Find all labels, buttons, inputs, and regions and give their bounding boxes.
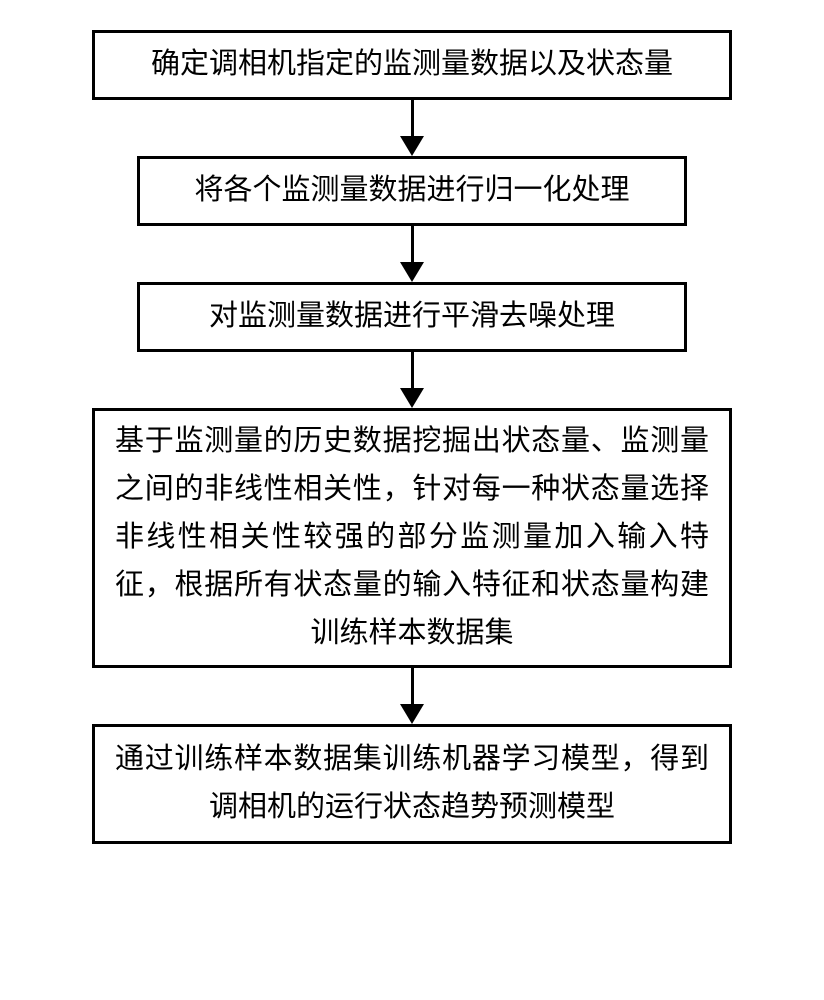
arrow-3 [400,352,424,408]
arrow-1 [400,100,424,156]
step-1-text: 确定调相机指定的监测量数据以及状态量 [151,41,673,89]
arrow-head-icon [400,388,424,408]
step-3-text: 对监测量数据进行平滑去噪处理 [209,293,615,341]
flowchart-step-3: 对监测量数据进行平滑去噪处理 [137,282,687,352]
flowchart-step-5: 通过训练样本数据集训练机器学习模型，得到调相机的运行状态趋势预测模型 [92,724,732,844]
flowchart-step-2: 将各个监测量数据进行归一化处理 [137,156,687,226]
arrow-head-icon [400,704,424,724]
step-2-text: 将各个监测量数据进行归一化处理 [194,167,629,215]
flowchart-step-1: 确定调相机指定的监测量数据以及状态量 [92,30,732,100]
arrow-line-icon [411,352,414,388]
step-4-text: 基于监测量的历史数据挖掘出状态量、监测量之间的非线性相关性，针对每一种状态量选择… [115,418,709,657]
arrow-head-icon [400,262,424,282]
arrow-2 [400,226,424,282]
arrow-4 [400,668,424,724]
arrow-line-icon [411,668,414,704]
arrow-line-icon [411,100,414,136]
flowchart-container: 确定调相机指定的监测量数据以及状态量 将各个监测量数据进行归一化处理 对监测量数… [92,30,732,844]
arrow-line-icon [411,226,414,262]
step-5-text: 通过训练样本数据集训练机器学习模型，得到调相机的运行状态趋势预测模型 [115,736,709,832]
flowchart-step-4: 基于监测量的历史数据挖掘出状态量、监测量之间的非线性相关性，针对每一种状态量选择… [92,408,732,668]
arrow-head-icon [400,136,424,156]
